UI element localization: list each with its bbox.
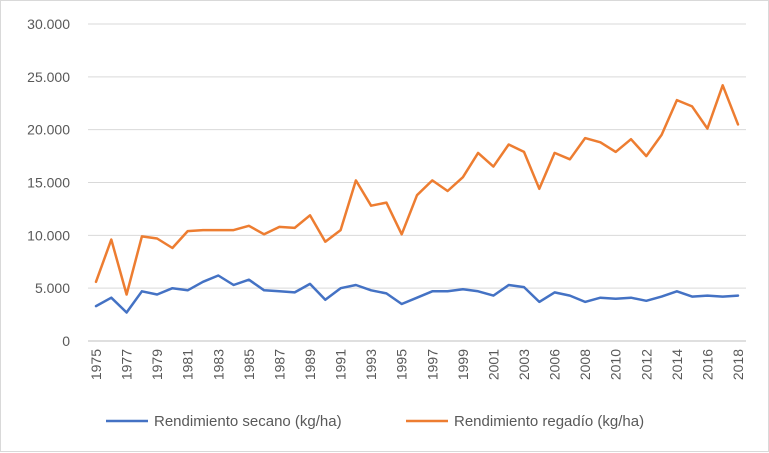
gridlines — [88, 23, 746, 289]
y-tick-label: 20.000 — [27, 122, 70, 138]
series-line-1 — [94, 274, 740, 314]
x-tick-label: 2003 — [516, 349, 532, 380]
y-tick-label: 5.000 — [35, 280, 70, 296]
x-tick-label: 1999 — [455, 349, 471, 380]
x-tick-label: 2006 — [547, 349, 563, 380]
y-tick-label: 10.000 — [27, 227, 70, 243]
x-tick-label: 2018 — [730, 349, 746, 380]
x-tick-label: 1987 — [271, 349, 287, 380]
series-lines — [94, 84, 740, 314]
x-tick-label: 2016 — [699, 349, 715, 380]
x-tick-label: 1995 — [394, 349, 410, 380]
x-tick-label: 1989 — [302, 349, 318, 380]
x-tick-label: 1991 — [333, 349, 349, 380]
series-line-2 — [94, 84, 740, 296]
legend-label-1: Rendimiento secano (kg/ha) — [154, 413, 342, 430]
x-tick-label: 2012 — [638, 349, 654, 380]
x-tick-label: 1979 — [149, 349, 165, 380]
x-tick-label: 2014 — [669, 349, 685, 380]
legend-label-2: Rendimiento regadío (kg/ha) — [454, 413, 644, 430]
y-tick-label: 15.000 — [27, 175, 70, 191]
x-tick-label: 1981 — [180, 349, 196, 380]
legend: Rendimiento secano (kg/ha) Rendimiento re… — [106, 413, 644, 430]
y-tick-label: 25.000 — [27, 69, 70, 85]
y-tick-label: 0 — [62, 333, 70, 349]
x-tick-label: 1993 — [363, 349, 379, 380]
y-axis-tick-labels: 0 5.000 10.000 15.000 20.000 25.000 30.000 — [27, 16, 70, 349]
x-tick-label: 2008 — [577, 349, 593, 380]
x-tick-label: 1975 — [88, 349, 104, 380]
x-tick-label: 1983 — [210, 349, 226, 380]
y-tick-label: 30.000 — [27, 16, 70, 32]
x-axis-tick-labels: 1975 1977 1979 1981 1983 1985 1987 1989 1991 1993… — [88, 349, 746, 380]
x-tick-label: 2001 — [485, 349, 501, 380]
x-tick-label: 1997 — [424, 349, 440, 380]
x-tick-label: 1977 — [119, 349, 135, 380]
x-tick-label: 1985 — [241, 349, 257, 380]
x-tick-label: 2010 — [608, 349, 624, 380]
